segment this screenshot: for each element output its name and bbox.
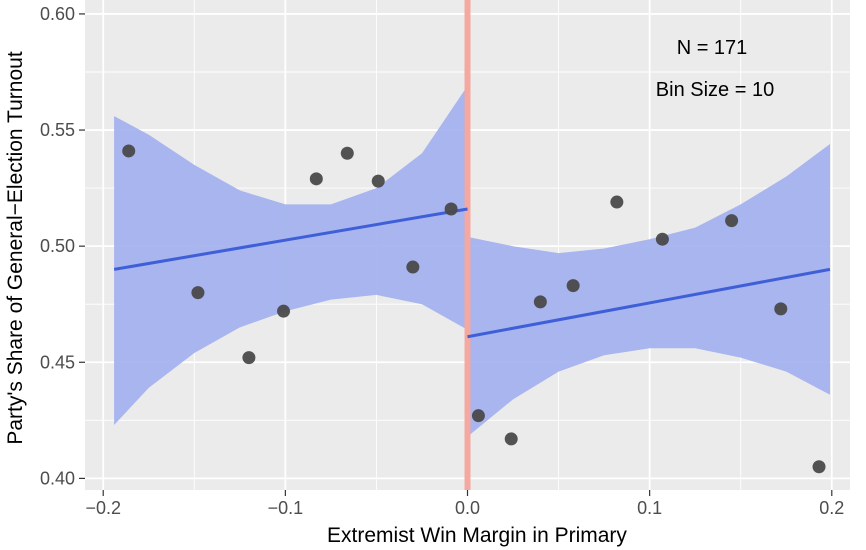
- y-axis: 0.40 0.45 0.50 0.55 0.60: [40, 4, 85, 488]
- fit-lines: [113, 207, 831, 339]
- x-axis-title: Extremist Win Margin in Primary: [327, 524, 627, 547]
- data-point: [371, 174, 385, 188]
- data-point: [406, 260, 420, 274]
- data-point: [725, 214, 739, 228]
- y-tick-label: 0.40: [40, 468, 75, 488]
- x-tick-label: 0.1: [637, 498, 662, 518]
- x-axis: −0.2 −0.1 0.0 0.1 0.2: [85, 490, 844, 518]
- data-point: [471, 409, 485, 423]
- data-points: [122, 144, 826, 474]
- data-point: [533, 295, 547, 309]
- y-tick-label: 0.60: [40, 4, 75, 24]
- data-point: [504, 432, 518, 446]
- y-tick-label: 0.45: [40, 352, 75, 372]
- x-tick-label: −0.2: [85, 498, 121, 518]
- x-tick-label: 0.2: [819, 498, 844, 518]
- confidence-bands: [114, 85, 830, 437]
- annotation-bin-size: Bin Size = 10: [656, 79, 774, 101]
- data-point: [309, 172, 323, 186]
- data-point: [610, 195, 624, 209]
- data-point: [122, 144, 136, 158]
- data-point: [277, 304, 291, 318]
- x-tick-label: −0.1: [268, 498, 304, 518]
- y-tick-label: 0.50: [40, 236, 75, 256]
- data-point: [444, 202, 458, 216]
- data-point: [191, 286, 205, 300]
- data-point: [242, 351, 256, 365]
- data-point: [812, 460, 826, 474]
- confidence-band-right: [467, 144, 830, 437]
- data-point: [774, 302, 788, 316]
- y-axis-title: Party's Share of General−Election Turnou…: [4, 51, 27, 444]
- x-tick-label: 0.0: [455, 498, 480, 518]
- y-tick-label: 0.55: [40, 120, 75, 140]
- annotation-n: N = 171: [677, 37, 748, 59]
- data-point: [566, 279, 580, 293]
- data-point: [340, 146, 354, 160]
- data-point: [655, 232, 669, 246]
- fit-line-left: [113, 207, 468, 271]
- confidence-band-left: [114, 85, 468, 426]
- fit-line-right: [467, 267, 831, 339]
